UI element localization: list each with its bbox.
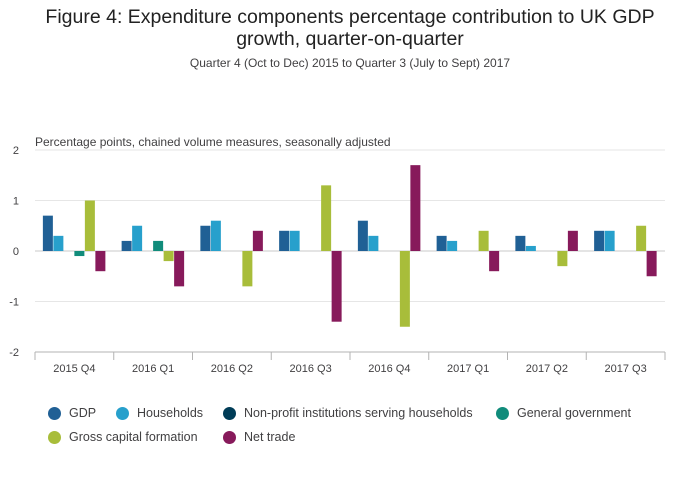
legend-label: GDP: [69, 406, 97, 420]
x-tick-label: 2016 Q1: [132, 363, 174, 375]
bar-households: [53, 235, 64, 251]
bar-gross-capital-formation: [84, 200, 95, 251]
legend-item: Net trade: [223, 430, 295, 444]
legend-swatch: [48, 430, 61, 444]
bar-gross-capital-formation: [636, 225, 647, 251]
y-tick-label: 2: [13, 145, 19, 157]
legend-swatch: [223, 406, 236, 420]
x-tick-label: 2015 Q4: [53, 363, 95, 375]
bar-gdp: [594, 230, 605, 251]
bar-gross-capital-formation: [478, 230, 489, 251]
x-tick-label: 2016 Q4: [368, 363, 410, 375]
bar-gross-capital-formation: [557, 251, 568, 267]
bar-general-government: [153, 240, 164, 251]
bar-net-trade: [331, 251, 342, 322]
y-tick-label: -2: [9, 347, 19, 359]
bar-gdp: [121, 240, 132, 251]
y-axis-label: Percentage points, chained volume measur…: [35, 135, 391, 149]
x-tick-label: 2016 Q2: [211, 363, 253, 375]
bar-households: [210, 220, 221, 251]
legend-swatch: [116, 406, 129, 420]
x-tick-label: 2017 Q2: [526, 363, 568, 375]
bar-net-trade: [567, 230, 578, 251]
legend-swatch: [223, 430, 236, 444]
chart-subtitle: Quarter 4 (Oct to Dec) 2015 to Quarter 3…: [189, 56, 511, 70]
bar-gdp: [42, 215, 53, 251]
bar-households: [604, 230, 615, 251]
chart-title-line-1: Figure 4: Expenditure components percent…: [45, 6, 655, 28]
bar-net-trade: [174, 251, 185, 287]
y-tick-label: 0: [13, 246, 19, 258]
legend-label: Households: [137, 406, 204, 420]
x-tick-label: 2016 Q3: [290, 363, 332, 375]
legend-label: Non-profit institutions serving househol…: [244, 406, 473, 420]
legend-swatch: [496, 406, 509, 420]
y-tick-label: -1: [9, 297, 19, 309]
x-tick-label: 2017 Q1: [447, 363, 489, 375]
bar-households: [447, 240, 458, 251]
bar-net-trade: [95, 251, 106, 272]
bar-net-trade: [489, 251, 500, 272]
bar-gdp: [200, 225, 211, 251]
legend-item: General government: [496, 406, 631, 420]
bar-gross-capital-formation: [163, 251, 174, 262]
legend-label: General government: [517, 406, 631, 420]
bar-net-trade: [646, 251, 657, 277]
legend-item: Non-profit institutions serving househol…: [223, 406, 473, 420]
legend-label: Gross capital formation: [69, 430, 198, 444]
bar-gdp: [515, 235, 526, 251]
bar-gross-capital-formation: [399, 251, 410, 327]
chart-title: Figure 4: Expenditure components percent…: [0, 6, 700, 50]
legend-item: Gross capital formation: [48, 430, 198, 444]
legend-label: Net trade: [244, 430, 296, 444]
legend-item: Households: [116, 406, 203, 420]
bar-net-trade: [252, 230, 263, 251]
bar-households: [132, 225, 143, 251]
x-tick-label: 2017 Q3: [605, 363, 647, 375]
bar-households: [525, 245, 536, 251]
legend-swatch: [48, 406, 61, 420]
bar-chart-plot: 2 1 0 -1 -2 2015 Q4 2016 Q1 2016 Q2 2016 Q3 2016 …: [9, 145, 666, 375]
bar-net-trade: [410, 165, 421, 251]
bar-households: [289, 230, 300, 251]
bar-gdp: [357, 220, 368, 251]
bar-households: [368, 235, 379, 251]
bar-gross-capital-formation: [321, 185, 332, 251]
bar-gdp: [279, 230, 290, 251]
bar-gross-capital-formation: [242, 251, 253, 287]
chart-title-line-2: growth, quarter-on-quarter: [236, 28, 464, 50]
bar-general-government: [74, 251, 85, 257]
y-tick-label: 1: [13, 196, 19, 208]
legend-item: GDP: [48, 406, 96, 420]
bar-gdp: [436, 235, 447, 251]
